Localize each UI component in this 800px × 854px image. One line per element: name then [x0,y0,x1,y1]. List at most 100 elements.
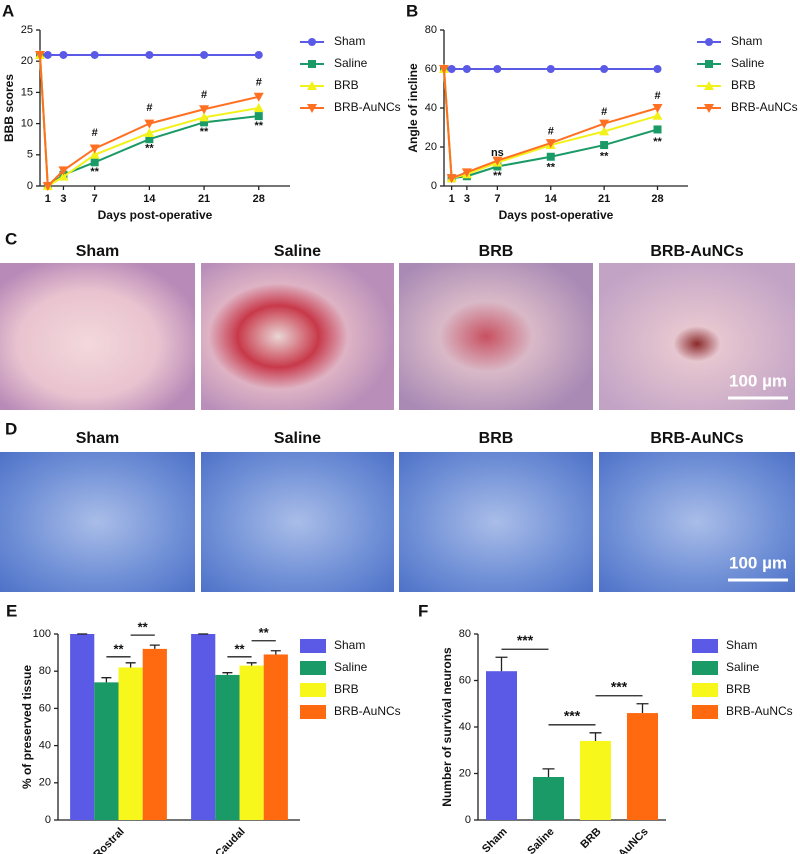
y-tick-label: 5 [27,149,33,161]
marker [43,50,52,59]
y-tick-label: 20 [459,767,471,779]
annotation: # [146,102,152,114]
bar [94,682,119,820]
y-tick-label: 80 [459,628,471,640]
y-tick-label: 0 [431,180,437,192]
x-tick-label: Rostral [91,826,126,854]
marker [653,65,662,73]
error-bar [495,656,508,672]
marker [199,112,210,122]
marker [254,50,263,59]
annotation: ** [600,151,609,163]
significance: *** [611,678,628,694]
legend-label: Saline [334,56,368,70]
error-bar [636,703,649,714]
marker [492,156,503,166]
legend-label: Sham [731,34,762,48]
legend-label: BRB [731,78,756,92]
x-tick-label: 14 [545,193,558,205]
marker [704,104,714,113]
micrograph [599,452,795,592]
legend-swatch [300,639,326,653]
x-tick-label: 3 [60,193,66,205]
legend-swatch [692,661,718,675]
legend-label: Sham [334,638,365,652]
y-tick-label: 100 [33,628,51,640]
bar [118,667,143,820]
bar [239,665,264,820]
annotation: ns [491,147,504,159]
scale-bar-label: 100 µm [729,371,787,390]
significance: ** [234,641,245,656]
x-tick-label: 14 [143,193,156,205]
y-tick-label: 20 [21,55,33,67]
x-tick-label: 21 [598,193,610,205]
marker [199,105,210,115]
bar [70,634,95,820]
marker [704,81,714,90]
y-tick-label: 40 [459,721,471,733]
annotation: # [654,90,660,102]
bar [142,648,167,820]
y-axis-label: Number of survival neurons [440,647,454,807]
marker [200,50,209,59]
x-tick-label: 21 [198,193,210,205]
marker [652,110,663,120]
marker [308,38,316,46]
marker [546,152,555,161]
y-tick-label: 60 [39,702,51,714]
panel-label: D [5,419,17,438]
error-bar [101,677,112,683]
micrograph [201,452,394,592]
legend-label: Sham [726,638,757,652]
y-tick-label: 40 [425,102,437,114]
bar [191,634,216,820]
bar [263,654,288,820]
micrograph [201,263,394,410]
image-title: BRB [479,243,514,260]
image-title: Sham [76,430,120,447]
micrograph [399,452,593,592]
significance: *** [517,632,534,648]
y-axis-label: BBB scores [2,74,16,142]
marker [462,65,471,73]
y-tick-label: 15 [21,86,33,98]
image-title: BRB-AuNCs [650,430,743,447]
bar [532,776,565,820]
marker [89,149,100,159]
image-title: Saline [274,243,321,260]
bar [626,713,659,820]
marker [599,119,610,129]
legend-swatch [692,683,718,697]
image-title: BRB-AuNCs [650,243,743,260]
marker [653,125,662,134]
legend-label: BRB-AuNCs [334,100,401,114]
micrograph [0,452,195,592]
marker [446,174,457,184]
annotation: ** [493,170,502,182]
legend-swatch [692,639,718,653]
bar [485,671,518,820]
legend-swatch [300,705,326,719]
marker [254,112,263,121]
legend-label: BRB [334,682,359,696]
legend-swatch [300,661,326,675]
panel-label: A [2,1,14,20]
marker [59,50,68,59]
annotation: # [601,106,607,118]
legend-swatch [692,705,718,719]
y-tick-label: 80 [425,24,437,36]
y-tick-label: 80 [39,665,51,677]
marker [600,65,609,73]
error-bar [149,644,160,649]
y-axis-label: Angle of incline [406,63,420,153]
annotation: ** [546,161,555,173]
marker [58,171,69,181]
legend-label: Saline [731,56,765,70]
marker [58,166,69,176]
marker [705,38,713,46]
x-tick-label: 1 [449,193,455,205]
significance: *** [564,708,581,724]
annotation: ** [200,126,209,138]
